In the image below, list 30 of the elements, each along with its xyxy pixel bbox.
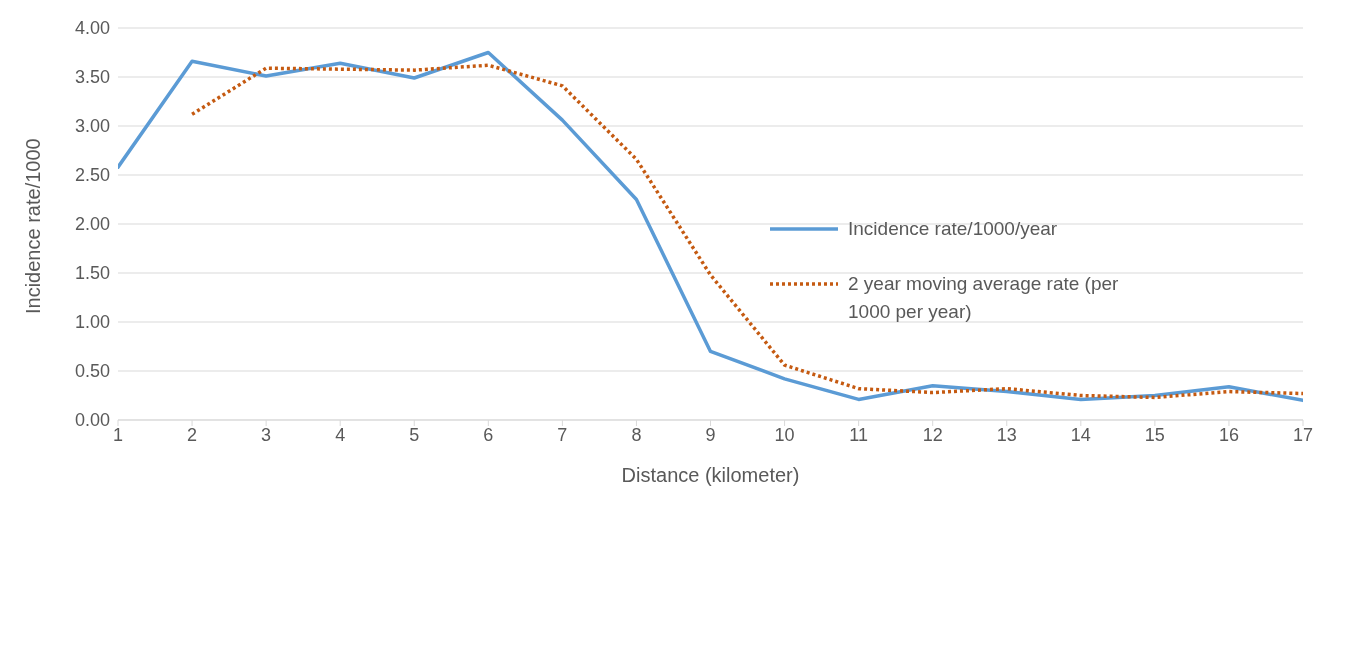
x-axis-title: Distance (kilometer) — [621, 464, 800, 486]
y-tick-label: 0.50 — [74, 361, 110, 382]
y-tick-label: 2.00 — [74, 214, 110, 235]
y-tick-label: 1.00 — [74, 312, 110, 333]
x-tick-label: 6 — [483, 424, 494, 445]
x-tick-label: 10 — [774, 424, 795, 445]
x-tick-label: 4 — [335, 424, 346, 445]
x-tick-label: 9 — [705, 424, 716, 445]
legend-label: 2 year moving average rate (per 1000 per year) — [848, 272, 1120, 324]
legend-label: Incidence rate/1000/year — [848, 217, 1058, 241]
x-tick-label: 1 — [112, 424, 124, 445]
x-tick-label: 11 — [849, 424, 868, 445]
y-tick-label: 2.50 — [74, 165, 110, 186]
y-tick-label: 0.00 — [74, 410, 110, 431]
x-tick-label: 8 — [631, 424, 642, 445]
x-tick-label: 3 — [261, 424, 272, 445]
y-tick-label: 1.50 — [74, 263, 110, 284]
x-tick-label: 14 — [1070, 424, 1091, 445]
x-tick-label: 2 — [187, 424, 198, 445]
x-tick-label: 16 — [1218, 424, 1239, 445]
y-axis-title: Incidence rate/1000 — [22, 138, 45, 314]
y-tick-label: 3.00 — [74, 116, 110, 137]
x-tick-label: 15 — [1144, 424, 1165, 445]
x-tick-label: 17 — [1292, 424, 1314, 445]
x-tick-label: 7 — [557, 424, 568, 445]
y-tick-label: 3.50 — [74, 67, 110, 88]
x-tick-label: 13 — [996, 424, 1017, 445]
x-tick-label: 12 — [922, 424, 943, 445]
y-tick-label: 4.00 — [74, 18, 110, 39]
x-tick-label: 5 — [409, 424, 420, 445]
